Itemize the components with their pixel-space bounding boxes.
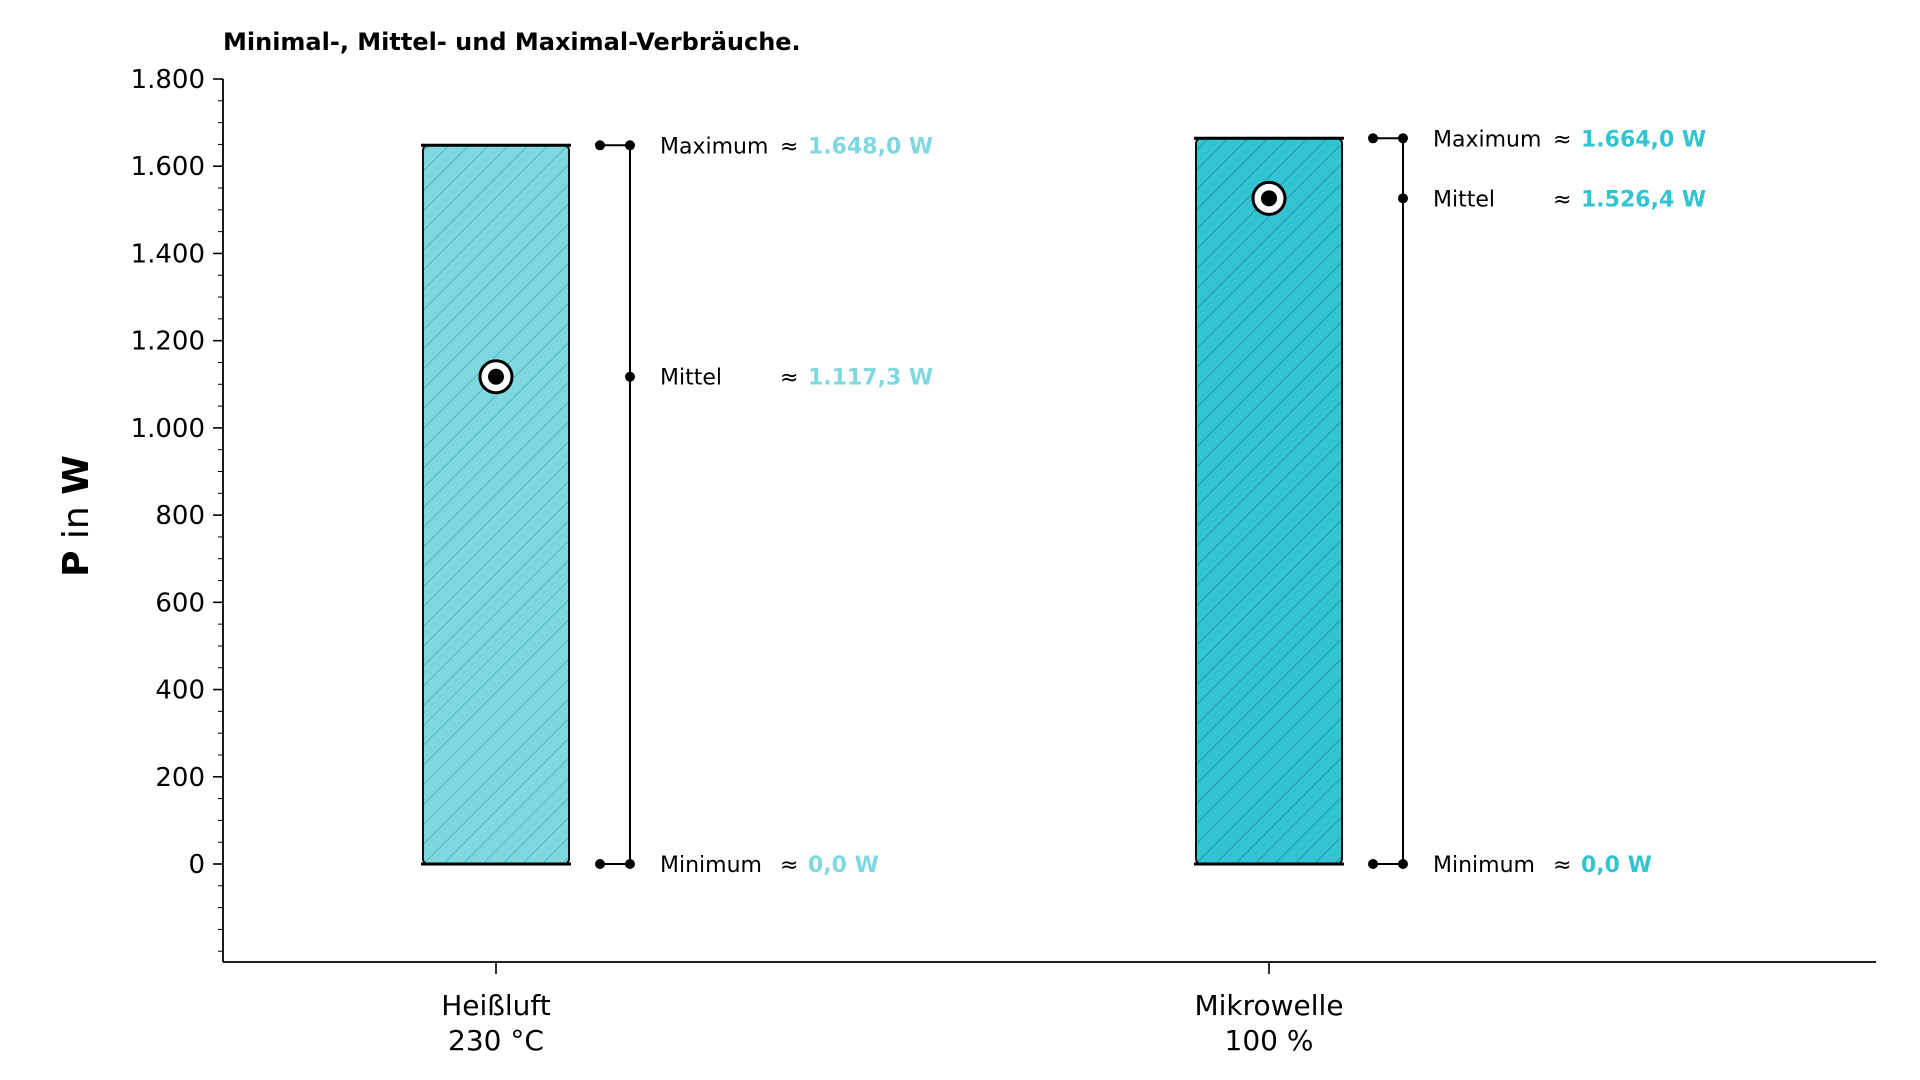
x-tick-label-line2: 230 °C (448, 1024, 544, 1057)
chart-title: Minimal-, Mittel- und Maximal-Verbräuche… (223, 28, 801, 56)
range-bracket-dot (595, 140, 605, 151)
approx-symbol: ≈ (780, 134, 798, 159)
y-axis-label: P in W (56, 455, 97, 577)
y-axis-label-w: W (56, 455, 97, 495)
y-tick-label: 1.800 (131, 65, 205, 95)
mean-marker-dot (488, 368, 504, 385)
range-bracket-dot (625, 140, 635, 151)
y-tick-label: 1.000 (131, 414, 205, 444)
y-axis-label-in: in (56, 495, 97, 551)
y-tick-label: 0 (188, 850, 205, 880)
y-tick-label: 1.600 (131, 152, 205, 182)
max-label: Maximum (660, 134, 768, 159)
y-tick-label: 1.400 (131, 239, 205, 269)
bars (421, 136, 1344, 866)
min-label: Minimum (1433, 853, 1535, 878)
approx-symbol: ≈ (1553, 853, 1571, 878)
min-label: Minimum (660, 853, 762, 878)
range-bracket-dot (1368, 859, 1378, 869)
range-bracket-dot (625, 859, 635, 869)
x-tick-label-line1: Mikrowelle (1194, 989, 1343, 1022)
mean-value: 1.526,4 W (1581, 187, 1706, 212)
range-bracket-dot (1398, 193, 1408, 204)
y-tick-label: 400 (155, 676, 205, 706)
approx-symbol: ≈ (1553, 127, 1571, 152)
y-tick-label: 800 (155, 501, 205, 531)
mean-value: 1.117,3 W (808, 366, 933, 391)
y-tick-label: 200 (155, 763, 205, 793)
mean-label: Mittel (660, 366, 722, 391)
min-value: 0,0 W (1581, 853, 1652, 878)
range-bracket-dot (625, 371, 635, 382)
max-value: 1.648,0 W (808, 134, 933, 159)
range-bracket-dot (1368, 133, 1378, 144)
svg-text:P in W: P in W (56, 455, 97, 577)
range-bracket-dot (1398, 859, 1408, 869)
range-bracket-dot (595, 859, 605, 869)
approx-symbol: ≈ (780, 366, 798, 391)
min-value: 0,0 W (808, 853, 879, 878)
y-axis-label-p: P (56, 551, 97, 577)
mean-marker-dot (1261, 190, 1277, 207)
range-bracket-dot (1398, 133, 1408, 144)
x-tick-label-line1: Heißluft (441, 989, 551, 1022)
y-ticks: 0 200 400 600 800 1.000 1.200 1.400 1.600 1.800 (131, 65, 223, 952)
max-label: Maximum (1433, 127, 1541, 152)
max-value: 1.664,0 W (1581, 127, 1706, 152)
y-tick-label: 1.200 (131, 327, 205, 357)
approx-symbol: ≈ (780, 853, 798, 878)
bar-hatch (422, 144, 570, 866)
approx-symbol: ≈ (1553, 187, 1571, 212)
annotations: Maximum ≈1.648,0 W Mittel ≈1.117,3 W Minimum… (595, 127, 1706, 878)
mean-label: Mittel (1433, 187, 1495, 212)
bar-hatch (1195, 137, 1343, 866)
x-tick-label-line2: 100 % (1225, 1024, 1314, 1057)
y-tick-label: 600 (155, 588, 205, 618)
